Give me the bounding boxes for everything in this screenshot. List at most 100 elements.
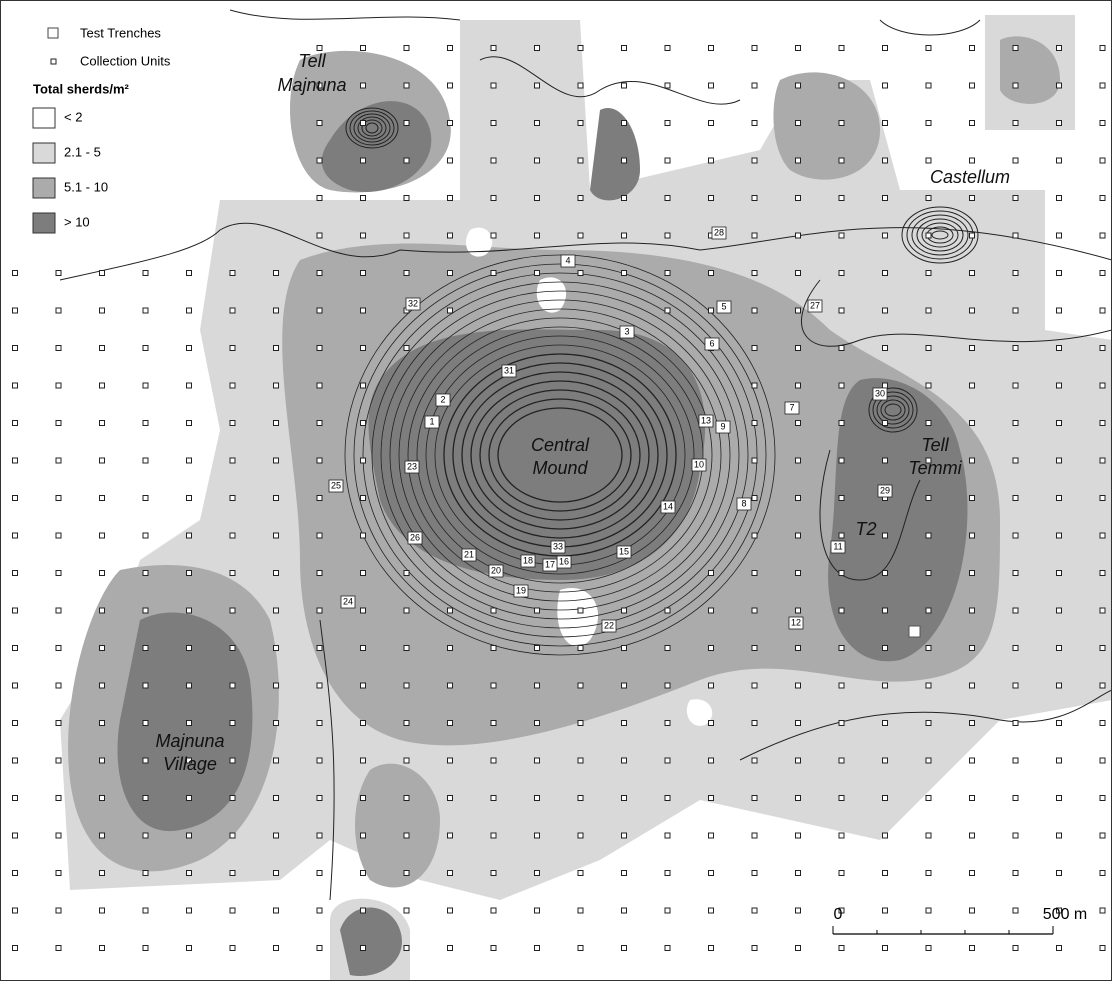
- collection-unit: [186, 832, 192, 839]
- contour: [479, 56, 741, 105]
- collection-unit: [316, 832, 323, 839]
- collection-unit: [229, 570, 236, 576]
- collection-unit: [882, 645, 888, 651]
- trench-number: 2: [440, 394, 445, 404]
- collection-unit: [316, 795, 323, 801]
- collection-unit: [447, 870, 453, 876]
- collection-unit: [751, 232, 758, 239]
- collection-unit: [795, 832, 801, 839]
- trench-number: 9: [720, 421, 725, 431]
- contour: [425, 335, 695, 575]
- collection-unit: [316, 232, 323, 239]
- trench-number: 25: [331, 480, 341, 490]
- collection-unit: [229, 307, 236, 314]
- collection-unit: [229, 832, 236, 839]
- collection-unit: [751, 270, 758, 276]
- collection-unit: [55, 795, 62, 801]
- collection-unit: [1012, 457, 1019, 464]
- collection-unit: [795, 232, 801, 239]
- collection-unit: [664, 270, 671, 276]
- contour: [801, 279, 1112, 347]
- trench-number: 7: [789, 402, 794, 412]
- collection-unit: [751, 382, 758, 389]
- collection-unit: [534, 907, 540, 914]
- collection-unit: [621, 45, 627, 51]
- collection-unit: [229, 270, 236, 276]
- trench-number: 4: [565, 255, 570, 265]
- collection-unit: [621, 645, 627, 651]
- collection-unit: [360, 795, 366, 801]
- collection-unit: [273, 495, 279, 501]
- place-label: Majnuna: [277, 75, 346, 95]
- collection-unit: [795, 120, 801, 126]
- collection-unit: [534, 870, 540, 876]
- collection-unit: [534, 195, 540, 201]
- collection-unit: [142, 382, 149, 389]
- collection-unit: [882, 570, 888, 576]
- collection-unit: [12, 832, 18, 839]
- collection-unit: [708, 795, 714, 801]
- collection-unit: [751, 157, 758, 164]
- trench-box: [872, 387, 888, 401]
- collection-unit: [1099, 832, 1106, 839]
- collection-unit: [795, 645, 801, 651]
- collection-unit: [316, 495, 323, 501]
- collection-unit: [273, 307, 279, 314]
- collection-unit: [708, 195, 714, 201]
- collection-unit: [751, 495, 758, 501]
- collection-unit: [969, 720, 975, 726]
- collection-unit: [1056, 720, 1062, 726]
- trench-number: 30: [875, 388, 885, 398]
- contour: [362, 272, 758, 638]
- collection-unit: [838, 232, 845, 239]
- contour: [868, 387, 918, 433]
- collection-unit: [1056, 832, 1062, 839]
- collection-unit: [490, 157, 497, 164]
- collection-unit: [12, 757, 18, 764]
- collection-unit: [273, 870, 279, 876]
- collection-unit: [969, 570, 975, 576]
- collection-unit: [403, 120, 410, 126]
- trench-box: [691, 458, 707, 472]
- collection-unit: [925, 82, 932, 89]
- collection-unit: [273, 645, 279, 651]
- trench-box: [501, 364, 517, 378]
- collection-unit: [882, 157, 888, 164]
- collection-unit: [447, 195, 453, 201]
- trench-box: [830, 540, 846, 554]
- collection-unit: [664, 120, 671, 126]
- collection-unit: [1056, 382, 1062, 389]
- contour: [461, 371, 659, 539]
- collection-unit: [99, 645, 105, 651]
- collection-unit: [316, 45, 323, 51]
- collection-unit: [1099, 232, 1106, 239]
- collection-unit: [316, 270, 323, 276]
- trench-number: 12: [791, 617, 801, 627]
- collection-unit: [447, 795, 453, 801]
- collection-unit: [621, 232, 627, 239]
- collection-unit: [1012, 570, 1019, 576]
- collection-unit: [1012, 270, 1019, 276]
- collection-unit: [229, 532, 236, 539]
- place-label: T2: [855, 519, 876, 539]
- collection-unit: [708, 82, 714, 89]
- collection-unit: [969, 757, 975, 764]
- collection-unit: [360, 570, 366, 576]
- collection-unit: [708, 945, 714, 951]
- collection-unit: [1056, 45, 1062, 51]
- collection-unit: [99, 532, 105, 539]
- collection-unit: [55, 720, 62, 726]
- collection-unit: [1012, 45, 1019, 51]
- collection-unit: [55, 907, 62, 914]
- collection-unit: [1056, 870, 1062, 876]
- collection-unit: [360, 232, 366, 239]
- collection-unit: [403, 645, 410, 651]
- density-zone: [340, 907, 402, 977]
- collection-unit: [1099, 120, 1106, 126]
- collection-unit: [795, 382, 801, 389]
- collection-unit: [1012, 832, 1019, 839]
- collection-unit: [708, 570, 714, 576]
- contour: [884, 403, 902, 417]
- collection-unit: [621, 795, 627, 801]
